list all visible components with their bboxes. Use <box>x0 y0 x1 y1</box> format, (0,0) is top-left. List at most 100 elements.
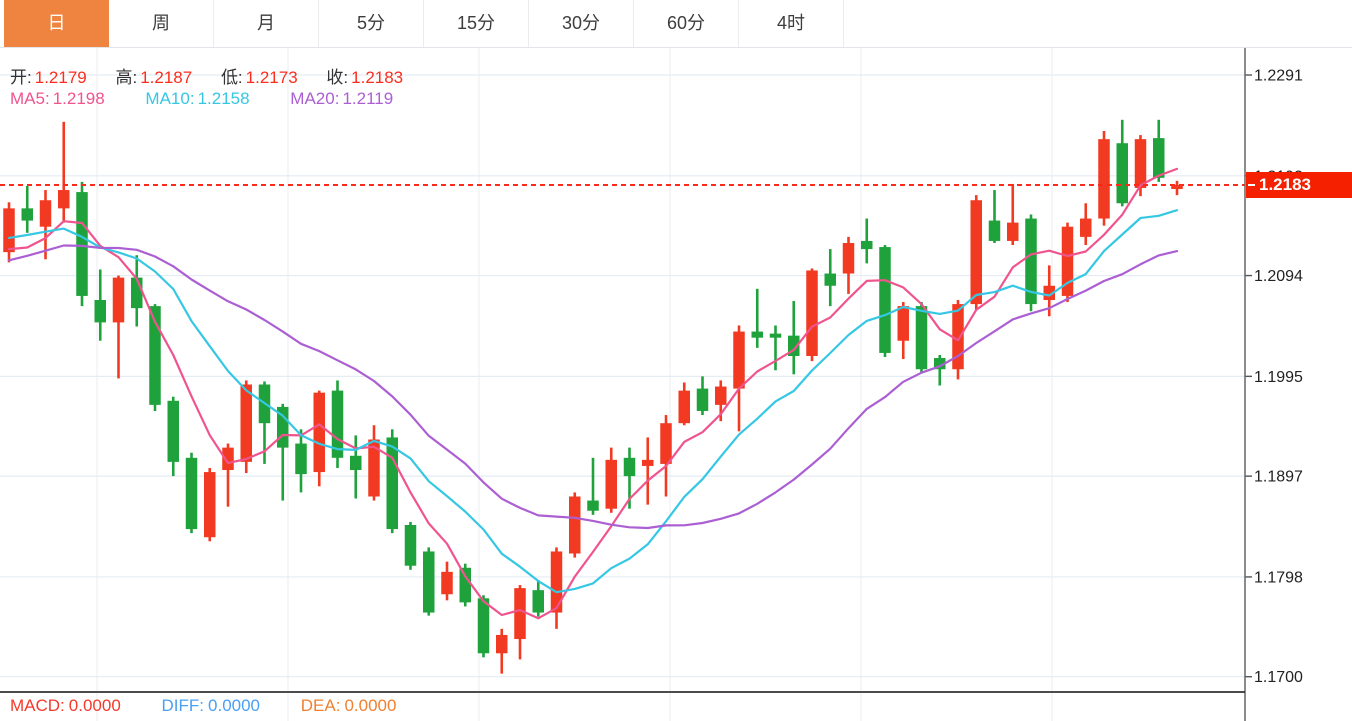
open-label: 开: <box>10 68 32 87</box>
candle-up <box>550 551 563 613</box>
tab-day[interactable]: 日 <box>4 0 109 47</box>
tab-60min[interactable]: 60分 <box>634 0 739 47</box>
ma5-line <box>7 167 1179 620</box>
ma10-label: MA10: <box>145 89 195 108</box>
ma10-value: 1.2158 <box>197 89 250 108</box>
ma5-label: MA5: <box>10 89 50 108</box>
candle-wick <box>591 457 595 515</box>
candle-down <box>167 400 179 462</box>
candle-up <box>1171 184 1183 190</box>
candle-up <box>642 459 654 466</box>
candle-down <box>769 333 782 338</box>
candle-up <box>733 331 745 389</box>
price-axis-label: 1.1995 <box>1254 369 1303 386</box>
tab-5min[interactable]: 5分 <box>319 0 424 47</box>
candle-down <box>331 390 344 458</box>
candle-up <box>1080 218 1092 237</box>
candle-down <box>459 567 471 603</box>
low-readout: 低: 1.2173 <box>221 68 298 87</box>
ma20-readout: MA20: 1.2119 <box>290 89 393 108</box>
tab-week[interactable]: 周 <box>109 0 214 47</box>
candle-up <box>1043 285 1055 301</box>
candle-up <box>660 423 672 464</box>
candle-up <box>715 386 727 405</box>
candle-down <box>76 192 88 296</box>
candle-up <box>806 270 818 356</box>
price-axis-label: 1.2094 <box>1254 268 1303 285</box>
candle-down <box>751 331 763 338</box>
tab-4hour[interactable]: 4时 <box>739 0 844 47</box>
candle-up <box>1134 139 1147 189</box>
ma10-line <box>7 209 1179 594</box>
diff-readout: DIFF: 0.0000 <box>162 696 261 715</box>
candle-up <box>514 588 526 640</box>
macd-indicator-strip: MACD: 0.0000 DIFF: 0.0000 DEA: 0.0000 <box>10 696 432 716</box>
price-axis-label: 1.1897 <box>1254 469 1303 486</box>
candle-down <box>277 406 289 448</box>
candle-wick <box>938 354 942 386</box>
candle-up <box>605 459 617 509</box>
candle-down <box>824 273 836 286</box>
candle-up <box>3 208 15 253</box>
candle-down <box>131 277 143 309</box>
macd-value: 0.0000 <box>68 696 121 715</box>
candle-down <box>988 220 1001 241</box>
candle-down <box>94 300 106 323</box>
candle-up <box>897 306 909 341</box>
candle-up <box>970 200 982 305</box>
candle-up <box>112 277 125 323</box>
dea-value: 0.0000 <box>344 696 397 715</box>
candle-up <box>204 472 216 538</box>
ma-legend: MA5: 1.2198 MA10: 1.2158 MA20: 1.2119 <box>10 89 429 109</box>
candle-down <box>623 457 636 477</box>
candle-up <box>1007 222 1019 241</box>
macd-label: MACD: <box>10 696 65 715</box>
candle-up <box>569 496 581 554</box>
candle-up <box>952 304 964 370</box>
candle-down <box>696 388 709 411</box>
candle-wick <box>628 447 631 509</box>
candle-up <box>313 392 325 473</box>
price-axis-label: 1.2291 <box>1254 68 1303 85</box>
candle-down <box>386 437 398 530</box>
candle-up <box>1098 139 1110 219</box>
candle-up <box>441 571 453 595</box>
tab-month[interactable]: 月 <box>214 0 319 47</box>
candle-down <box>185 457 198 530</box>
candle-down <box>477 598 490 654</box>
last-price-badge: 1.2183 <box>1246 172 1352 198</box>
tab-15min[interactable]: 15分 <box>424 0 529 47</box>
low-value: 1.2173 <box>245 68 298 87</box>
candle-down <box>149 306 161 405</box>
ma5-value: 1.2198 <box>52 89 105 108</box>
tab-30min[interactable]: 30分 <box>529 0 634 47</box>
candle-down <box>915 306 928 370</box>
diff-label: DIFF: <box>161 696 205 715</box>
candle-down <box>21 208 33 221</box>
candle-wick <box>117 275 120 379</box>
candle-down <box>1153 138 1165 178</box>
candle-wick <box>1011 183 1015 246</box>
ma20-value: 1.2119 <box>342 89 394 108</box>
candle-down <box>350 455 362 471</box>
candle-down <box>587 500 599 511</box>
ma10-readout: MA10: 1.2158 <box>145 89 249 108</box>
candle-wick <box>755 288 759 348</box>
candle-wick <box>993 190 996 243</box>
low-label: 低: <box>220 68 243 87</box>
candle-wick <box>281 403 285 501</box>
candle-down <box>404 525 417 566</box>
candle-down <box>934 358 946 370</box>
candle-up <box>240 384 252 462</box>
candle-wick <box>226 443 230 507</box>
candle-up <box>222 447 234 471</box>
price-axis-label: 1.1700 <box>1254 669 1303 686</box>
candle-down <box>423 551 435 613</box>
close-label: 收: <box>326 68 349 87</box>
candle-down <box>861 240 873 250</box>
candle-up <box>39 200 52 227</box>
timeframe-tabbar: 日 周 月 5分 15分 30分 60分 4时 <box>0 0 1352 48</box>
candle-down <box>1116 143 1128 204</box>
candle-up <box>842 242 855 274</box>
